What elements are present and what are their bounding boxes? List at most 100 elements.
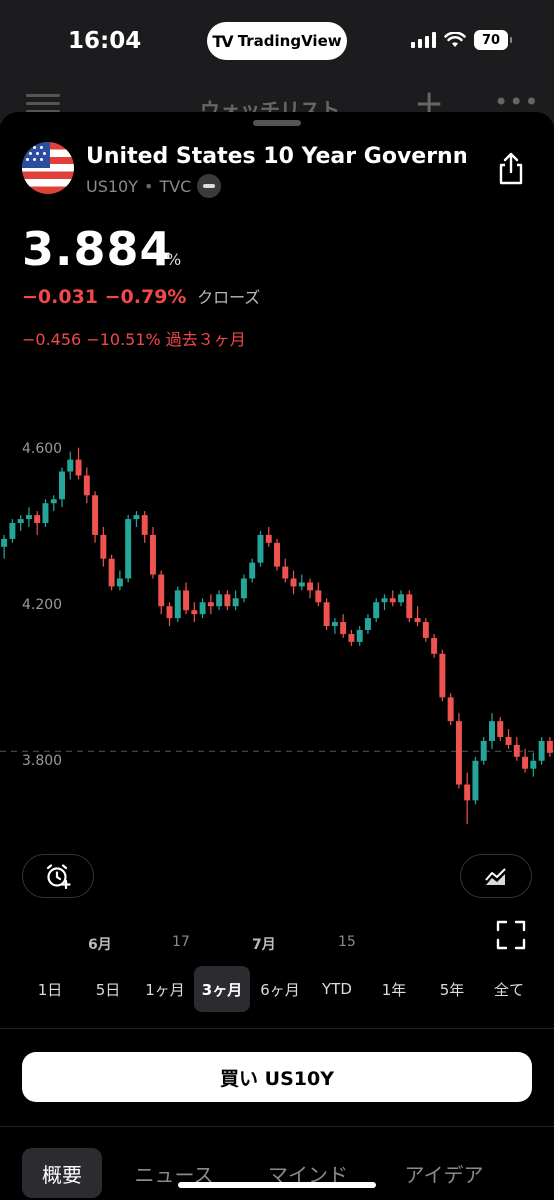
instrument-symbol: US10Y [86, 176, 138, 196]
range-5d[interactable]: 5日 [95, 980, 121, 999]
candle [59, 467, 65, 508]
candle [149, 526, 156, 579]
candle [116, 570, 123, 591]
candle [125, 515, 132, 583]
candle [389, 590, 396, 607]
candle [505, 729, 512, 749]
x-tick-label: 6月 [88, 937, 112, 953]
price-chart[interactable] [0, 420, 554, 840]
candle [373, 598, 380, 623]
candle [249, 558, 256, 583]
candle [108, 554, 115, 591]
range-ytd[interactable]: YTD [322, 980, 352, 998]
candle [431, 633, 438, 658]
range-all[interactable]: 全て [493, 980, 524, 999]
x-tick-label: 17 [172, 934, 190, 950]
candle [174, 586, 181, 623]
cellular-signal-icon [411, 32, 436, 48]
tab-ideas[interactable]: アイデア [404, 1162, 484, 1187]
candle [307, 578, 314, 599]
home-indicator[interactable] [178, 1182, 376, 1188]
range-1y[interactable]: 1年 [381, 980, 407, 999]
candle [522, 748, 529, 773]
status-time: 16:04 [68, 28, 142, 54]
y-tick-label: 4.200 [22, 597, 63, 613]
us-flag-icon [22, 142, 74, 194]
candle [274, 538, 280, 571]
candle [199, 598, 206, 619]
tab-news[interactable]: ニュース [134, 1162, 214, 1187]
session-status: クローズ [197, 288, 261, 307]
divider [0, 1028, 554, 1029]
candle [298, 574, 305, 591]
candle [455, 713, 462, 789]
candle [447, 693, 454, 726]
instrument-exchange: TVC [159, 176, 192, 196]
candle [364, 614, 371, 634]
range-1d[interactable]: 1日 [37, 980, 63, 999]
market-status-icon[interactable] [197, 174, 222, 198]
price-unit: % [166, 250, 182, 269]
candle [67, 451, 74, 480]
sheet-grabber[interactable] [253, 120, 301, 126]
range-6m[interactable]: 6ヶ月 [260, 980, 300, 999]
tab-overview[interactable]: 概要 [22, 1148, 102, 1198]
daily-change-value: −0.031 −0.79% [22, 286, 187, 308]
y-tick-label: 4.600 [22, 441, 63, 457]
candle [100, 526, 107, 567]
candle [224, 590, 231, 611]
candle [323, 598, 330, 630]
status-bar: 16:04 TV TradingView 70 [0, 0, 554, 84]
candle [92, 491, 99, 543]
battery-icon: 70 [474, 30, 512, 50]
candle [414, 606, 421, 627]
add-alert-button[interactable] [22, 854, 94, 898]
candle [315, 582, 322, 607]
candle [207, 594, 214, 615]
share-icon[interactable] [496, 152, 526, 186]
candle [216, 590, 223, 611]
candle [489, 713, 495, 749]
candle [282, 558, 289, 583]
menu-icon[interactable] [26, 94, 60, 116]
x-tick-label: 7月 [252, 937, 276, 953]
tab-sentiment[interactable]: マインド [268, 1162, 348, 1187]
candle [472, 756, 479, 805]
candle [439, 649, 446, 702]
candle [1, 534, 8, 559]
candle [133, 511, 140, 527]
range-1m[interactable]: 1ヶ月 [145, 980, 185, 999]
instrument-name: United States 10 Year Governm... [86, 144, 466, 169]
symbol-sheet: United States 10 Year Governm... US10Y •… [0, 112, 554, 1200]
three-month-change: −0.456 −10.51% 過去３ヶ月 [22, 330, 246, 349]
more-icon[interactable]: ••• [494, 88, 540, 116]
candle [546, 736, 553, 757]
candle [538, 736, 545, 765]
detail-tabs: 概要 ニュース マインド アイデア [0, 1148, 554, 1198]
tradingview-pill[interactable]: TV TradingView [207, 22, 347, 60]
subtitle-separator: • [144, 176, 154, 196]
fullscreen-icon[interactable] [496, 920, 526, 950]
candle [348, 630, 355, 646]
candle [9, 519, 16, 543]
candle [191, 602, 198, 623]
candle [480, 736, 487, 765]
instrument-subtitle: US10Y • TVC [86, 174, 222, 198]
divider [0, 1126, 554, 1127]
indicators-button[interactable] [460, 854, 532, 898]
candle [331, 618, 338, 634]
candle [83, 467, 90, 504]
candle [422, 618, 429, 642]
candle [17, 515, 24, 531]
candle [290, 570, 297, 595]
candle [34, 511, 41, 535]
buy-button[interactable]: 買い US10Y [22, 1052, 532, 1102]
range-3m[interactable]: 3ヶ月 [194, 966, 250, 1012]
range-5y[interactable]: 5年 [439, 980, 465, 999]
candle [513, 736, 520, 761]
candle [42, 499, 49, 527]
wifi-icon [444, 32, 466, 47]
candle [257, 530, 264, 567]
candle [50, 495, 57, 512]
candle [25, 507, 32, 527]
